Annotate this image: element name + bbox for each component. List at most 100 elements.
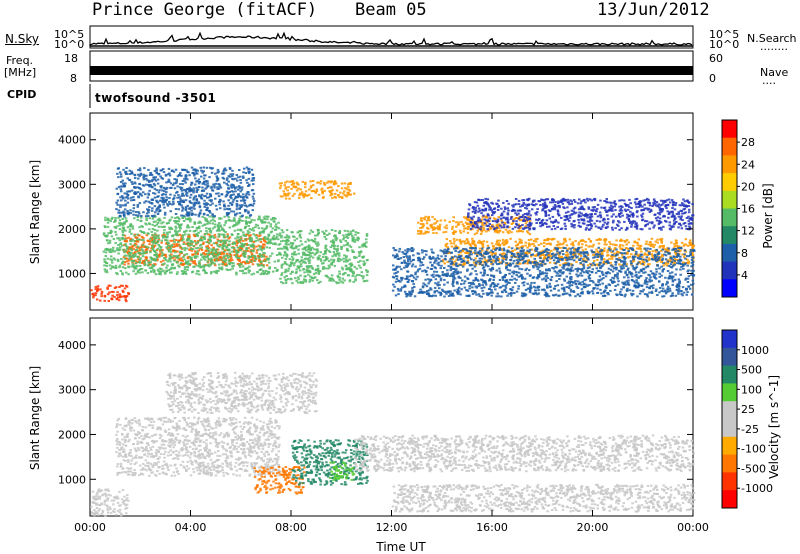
power-cell <box>188 211 191 214</box>
power-cell <box>140 238 144 241</box>
power-cell <box>148 243 151 246</box>
power-cell <box>144 245 148 248</box>
power-cell <box>188 174 191 177</box>
power-cell <box>138 253 142 256</box>
power-cell <box>236 179 239 182</box>
power-cell <box>328 190 331 193</box>
power-cell <box>230 183 233 186</box>
power-cell <box>120 190 123 193</box>
cpid-label: CPID <box>7 88 37 101</box>
power-cell <box>280 240 283 243</box>
power-cell <box>246 229 250 232</box>
power-cell <box>121 238 124 241</box>
power-cell <box>172 170 176 173</box>
power-cell <box>181 168 184 171</box>
power-cell <box>587 258 590 261</box>
power-cell <box>218 198 222 201</box>
power-cell <box>170 228 174 230</box>
power-cell <box>118 228 122 231</box>
power-cell <box>134 211 138 213</box>
power-cell <box>328 251 332 253</box>
power-cell <box>164 256 168 258</box>
power-cell <box>589 245 592 248</box>
power-cell <box>137 186 141 189</box>
power-cell <box>252 177 256 179</box>
power-cell <box>302 196 306 199</box>
power-cell <box>219 243 222 246</box>
power-cell <box>338 231 341 234</box>
power-cell <box>178 233 181 236</box>
power-cell <box>207 185 210 188</box>
power-cell <box>265 225 269 228</box>
power-cell <box>472 283 476 286</box>
power-cell <box>119 214 122 217</box>
power-cell <box>472 251 475 254</box>
power-cell <box>190 256 193 259</box>
power-cell <box>554 262 557 265</box>
power-cell <box>241 186 244 189</box>
power-cell <box>131 225 134 228</box>
power-cell <box>684 243 688 246</box>
power-cell <box>202 241 205 244</box>
power-cell <box>237 193 240 196</box>
power-cell <box>344 187 347 190</box>
power-cell <box>226 214 229 217</box>
power-cell <box>169 239 172 242</box>
power-cell <box>545 250 548 253</box>
power-cell <box>349 233 353 235</box>
power-cell <box>462 257 466 260</box>
power-cell <box>179 198 182 201</box>
power-cell <box>338 254 341 257</box>
power-cell <box>134 182 137 185</box>
power-cell <box>673 262 677 265</box>
power-cell <box>151 264 155 267</box>
power-cell <box>357 232 360 234</box>
power-cell <box>464 227 467 230</box>
power-cell <box>331 239 335 242</box>
power-cell <box>125 271 128 274</box>
power-cell <box>405 255 408 258</box>
power-cell <box>146 208 149 211</box>
power-cell <box>262 265 265 268</box>
power-cell <box>279 253 282 256</box>
power-cell <box>235 254 238 257</box>
power-cell <box>216 243 219 246</box>
power-cell <box>673 261 676 263</box>
power-cell <box>237 185 241 188</box>
power-cell <box>222 228 225 231</box>
power-cell <box>308 262 311 264</box>
power-cell <box>218 201 221 203</box>
power-cell <box>200 246 203 249</box>
power-cell <box>298 235 301 238</box>
power-cell <box>601 282 604 285</box>
power-cell <box>203 270 207 273</box>
power-cell <box>586 254 590 257</box>
power-cell <box>211 235 214 238</box>
power-cell <box>230 190 233 193</box>
power-cell <box>365 279 369 282</box>
power-cell <box>189 257 193 260</box>
power-cell <box>681 253 684 256</box>
power-cell <box>227 213 230 215</box>
power-cell <box>164 239 167 242</box>
power-cell <box>576 293 580 296</box>
power-cell <box>226 233 229 236</box>
power-cell <box>129 240 132 243</box>
power-cell <box>158 189 161 192</box>
power-cell <box>195 242 198 245</box>
power-cell <box>199 247 202 250</box>
power-cell <box>216 171 219 174</box>
power-cell <box>494 218 497 220</box>
power-cell <box>465 248 468 251</box>
power-cell <box>528 226 531 229</box>
power-cell <box>152 192 155 195</box>
power-cell <box>177 194 180 197</box>
power-cell <box>129 247 133 250</box>
power-cell <box>532 285 536 288</box>
power-cell <box>176 230 180 233</box>
power-cell <box>278 182 282 185</box>
power-cell <box>611 253 614 256</box>
power-cell <box>620 247 624 250</box>
power-cell <box>149 251 152 254</box>
power-cell <box>231 265 234 268</box>
